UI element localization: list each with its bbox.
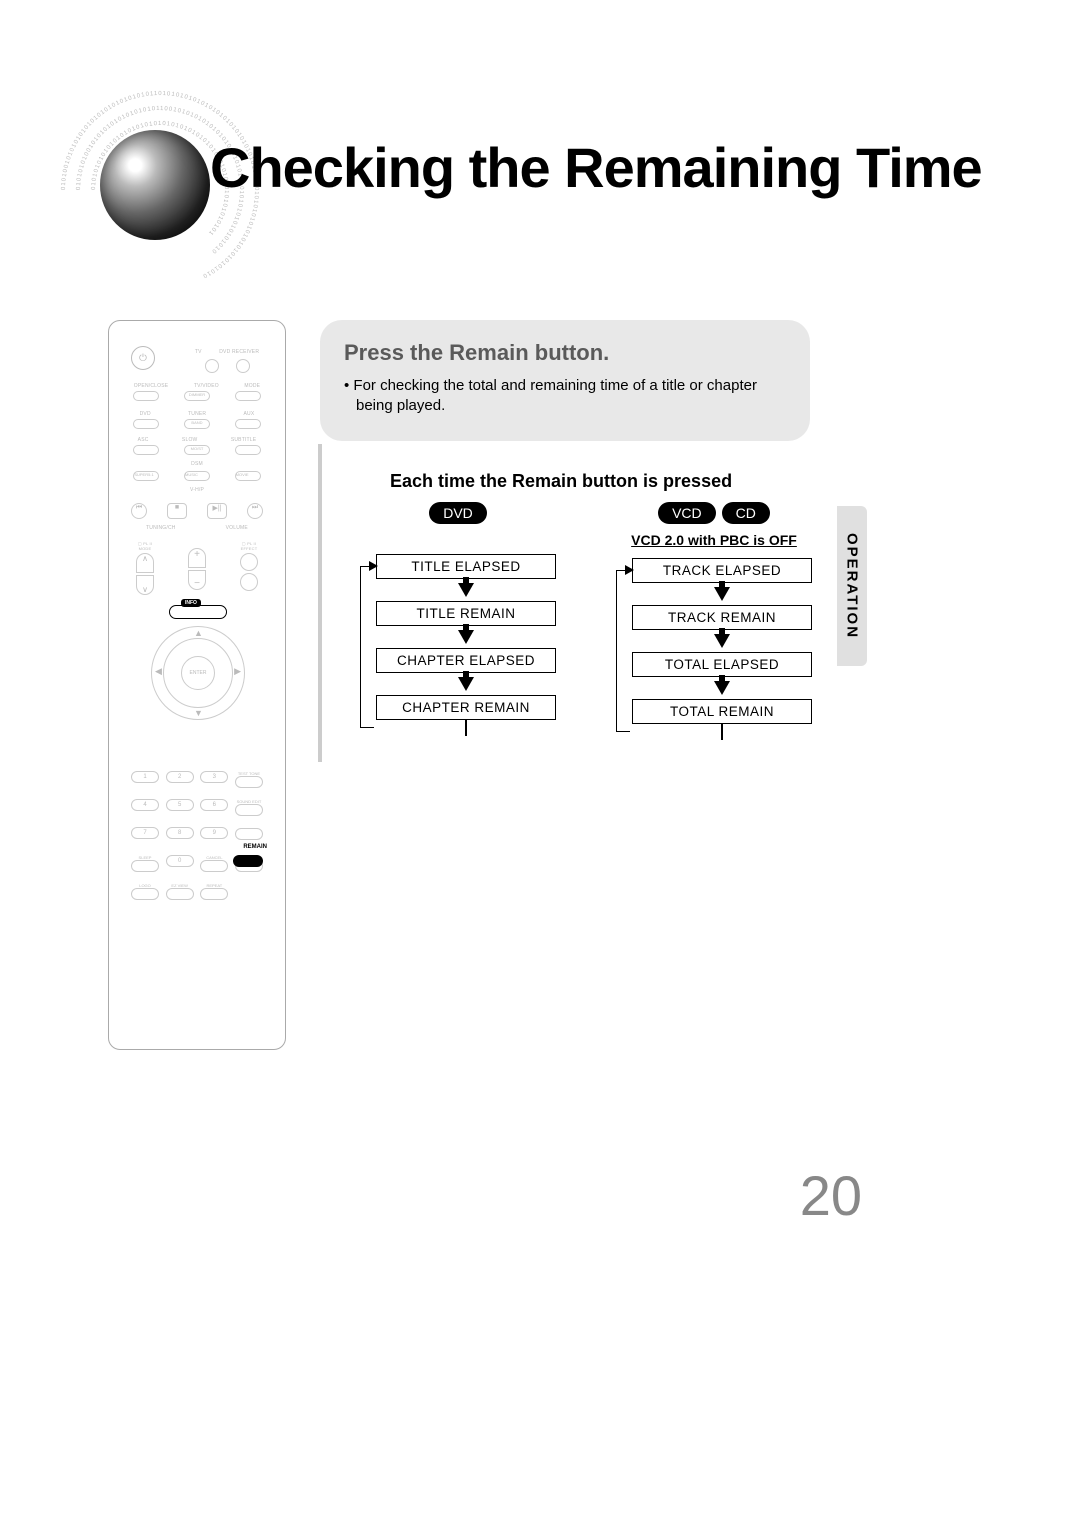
page-title: Checking the Remaining Time xyxy=(210,135,982,200)
vcd-pill: VCD xyxy=(658,502,716,524)
instruction-body: • For checking the total and remaining t… xyxy=(344,376,786,417)
down-arrow-icon xyxy=(714,681,730,695)
section-tab-label: OPERATION xyxy=(844,533,861,639)
cd-pill: CD xyxy=(722,502,770,524)
dvd-pill: DVD xyxy=(429,502,487,524)
remote-label: V-H/P xyxy=(121,487,273,493)
remote-label: TV xyxy=(195,349,202,355)
remote-label: ASC xyxy=(138,437,149,443)
down-arrow-icon xyxy=(458,630,474,644)
cycle-item: TITLE REMAIN xyxy=(376,601,556,626)
remote-label: AUX xyxy=(243,411,254,417)
cycle-item: TITLE ELAPSED xyxy=(376,554,556,579)
section-tab: OPERATION xyxy=(837,506,867,666)
vertical-rule xyxy=(318,444,322,762)
page-number: 20 xyxy=(800,1163,862,1228)
cycle-item: CHAPTER REMAIN xyxy=(376,695,556,720)
manual-page: 0101001010101010101010101010101011010101… xyxy=(0,0,1080,1528)
remote-label: TUNING/CH xyxy=(146,525,176,531)
remote-label: TUNER xyxy=(188,411,206,417)
remote-label: DSM xyxy=(121,461,273,467)
instruction-panel: Press the Remain button. • For checking … xyxy=(320,320,810,740)
down-arrow-icon xyxy=(714,587,730,601)
remote-label: SUBTITLE xyxy=(231,437,257,443)
remote-illustration: ⏻ TV DVD RECEIVER OPEN/CLOSE TV/VIDEO MO… xyxy=(108,320,286,1050)
cycle-heading: Each time the Remain button is pressed xyxy=(390,471,810,492)
remote-label: TV/VIDEO xyxy=(194,383,219,389)
cycle-item: TRACK REMAIN xyxy=(632,605,812,630)
remote-label: VOLUME xyxy=(226,525,248,531)
vcd-subnote: VCD 2.0 with PBC is OFF xyxy=(616,532,812,548)
remain-button-highlight xyxy=(233,855,263,867)
instruction-bubble: Press the Remain button. • For checking … xyxy=(320,320,810,441)
power-icon: ⏻ xyxy=(131,346,155,370)
cycle-diagrams: DVD TITLE ELAPSED TITLE REMAIN CHAPTER E… xyxy=(360,502,810,740)
dvd-cycle: DVD TITLE ELAPSED TITLE REMAIN CHAPTER E… xyxy=(360,502,556,740)
vcd-cd-cycle: VCD CD VCD 2.0 with PBC is OFF TRACK ELA… xyxy=(616,502,812,740)
remote-label: SLOW xyxy=(182,437,198,443)
numpad: 1 2 3 TEST TONE 4 5 6 SOUND EDIT 7 8 9 xyxy=(131,771,263,911)
remain-label: REMAIN xyxy=(243,844,267,850)
cycle-item: CHAPTER ELAPSED xyxy=(376,648,556,673)
down-arrow-icon xyxy=(458,583,474,597)
enter-button: ENTER xyxy=(181,656,215,690)
remote-label: DVD RECEIVER xyxy=(219,349,259,355)
remote-label: DVD xyxy=(140,411,151,417)
info-label: INFO xyxy=(181,599,201,607)
remote-label: OPEN/CLOSE xyxy=(134,383,169,389)
cycle-item: TOTAL ELAPSED xyxy=(632,652,812,677)
cycle-item: TOTAL REMAIN xyxy=(632,699,812,724)
down-arrow-icon xyxy=(458,677,474,691)
instruction-heading: Press the Remain button. xyxy=(344,340,786,366)
dpad: ENTER ▲ ▼ ◀ ▶ xyxy=(151,626,245,720)
down-arrow-icon xyxy=(714,634,730,648)
cycle-item: TRACK ELAPSED xyxy=(632,558,812,583)
speaker-icon xyxy=(100,130,210,240)
remote-label: MODE xyxy=(244,383,260,389)
